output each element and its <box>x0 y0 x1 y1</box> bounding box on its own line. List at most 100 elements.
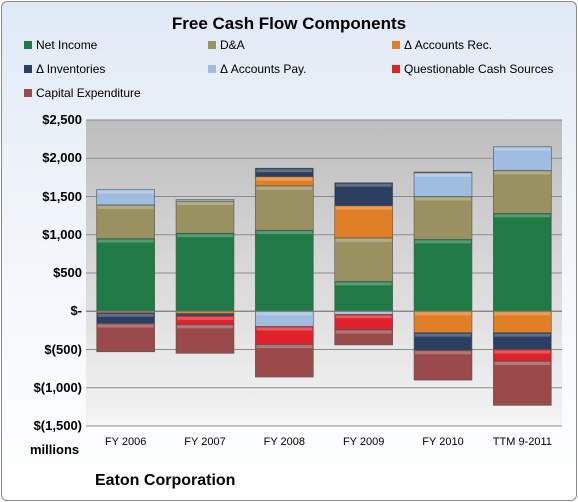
legend-label: Δ Accounts Pay. <box>220 62 307 76</box>
bar-highlight <box>335 315 392 319</box>
bar-highlight <box>494 350 551 354</box>
bar-segment <box>493 360 552 406</box>
y-tick-label: $2,000 <box>42 150 82 166</box>
legend-label: D&A <box>220 38 245 52</box>
legend-label: Capital Expenditure <box>36 86 141 100</box>
y-tick-label: $(1,000) <box>33 379 82 395</box>
x-tick-label: TTM 9-2011 <box>492 436 552 448</box>
legend-swatch <box>208 64 216 73</box>
bar-segment <box>493 146 552 171</box>
bar-segment <box>96 189 155 206</box>
legend-label: Questionable Cash Sources <box>404 62 554 76</box>
bar-highlight <box>177 234 233 238</box>
bar-segment <box>255 229 314 312</box>
bar-segment <box>334 182 393 206</box>
legend-item: Δ Accounts Pay. <box>208 62 307 76</box>
bar-segment <box>334 281 393 312</box>
bar-segment <box>413 196 473 240</box>
legend-swatch <box>24 64 32 73</box>
legend-swatch <box>24 40 32 49</box>
bar-segment <box>255 343 314 378</box>
bar-highlight <box>97 239 154 243</box>
bar-highlight <box>415 351 471 355</box>
bar-highlight <box>494 171 551 175</box>
bar-highlight <box>415 333 471 337</box>
bar-highlight <box>256 327 313 331</box>
bar-highlight <box>494 312 551 316</box>
bar-highlight <box>335 330 392 334</box>
y-tick-label: $2,500 <box>42 112 82 127</box>
bar-highlight <box>335 183 392 187</box>
bar-segment <box>255 185 314 231</box>
bar-highlight <box>494 333 551 337</box>
bar-highlight <box>177 202 233 206</box>
x-tick-label: FY 2006 <box>104 436 147 448</box>
y-tick-label: $(500) <box>44 341 82 357</box>
bar-highlight <box>256 231 313 235</box>
bar-segment <box>413 349 473 381</box>
x-tick-label: FY 2010 <box>422 436 464 448</box>
bar-highlight <box>494 361 551 365</box>
bar-highlight <box>256 345 313 349</box>
bar-segment <box>413 239 473 312</box>
legend-label: Δ Accounts Rec. <box>404 38 493 52</box>
bar-segment <box>255 167 314 177</box>
chart-title: Free Cash Flow Components <box>171 14 407 33</box>
bar-segment <box>334 237 393 282</box>
bar-segment <box>175 323 235 354</box>
bar-segment <box>493 213 552 312</box>
legend-item: Δ Inventories <box>24 62 105 76</box>
bar-highlight <box>177 325 233 329</box>
bar-segment <box>175 199 235 202</box>
bar-highlight <box>177 316 233 320</box>
bar-highlight <box>97 313 154 317</box>
x-tick-label: FY 2008 <box>263 436 306 448</box>
legend-item: D&A <box>208 38 245 52</box>
x-tick-label: FY 2009 <box>342 436 385 448</box>
y-tick-label: $1,500 <box>42 188 82 204</box>
legend-label: Net Income <box>36 38 98 52</box>
bar-segment <box>175 200 235 234</box>
legend-item: Capital Expenditure <box>24 86 141 100</box>
bar-highlight <box>335 282 392 286</box>
legend-swatch <box>208 40 216 49</box>
bar-highlight <box>415 197 471 201</box>
bar-highlight <box>97 205 154 209</box>
y-tick-label: $(1,500) <box>33 418 82 433</box>
bar-highlight <box>97 190 154 194</box>
legend-item: Net Income <box>24 38 97 52</box>
bar-segment <box>413 171 473 174</box>
bar-segment <box>96 204 155 239</box>
company-name: Eaton Corporation <box>95 472 236 489</box>
x-tick-label: FY 2007 <box>184 436 226 448</box>
bar-highlight <box>415 312 471 316</box>
y-tick-label: $500 <box>53 265 82 280</box>
bar-segment <box>96 238 155 312</box>
bar-segment <box>334 205 393 239</box>
bar-segment <box>96 323 155 353</box>
legend-swatch <box>24 88 32 97</box>
bar-highlight <box>494 147 551 151</box>
y-tick-label: $- <box>70 303 82 319</box>
bar-highlight <box>256 169 313 173</box>
bar-highlight <box>335 312 392 314</box>
bar-highlight <box>335 238 392 242</box>
bar-segment <box>493 170 552 214</box>
legend-label: Δ Inventories <box>36 62 106 76</box>
bar-segment <box>334 329 393 346</box>
bar-highlight <box>256 312 313 316</box>
bar-segment <box>175 232 235 312</box>
bar-highlight <box>415 173 471 177</box>
y-tick-label: $1,000 <box>42 226 82 242</box>
legend-swatch <box>392 64 400 73</box>
bar-highlight <box>494 214 551 218</box>
units-label: millions <box>30 442 80 457</box>
bar-highlight <box>97 324 154 328</box>
bar-highlight <box>415 240 471 244</box>
bar-highlight <box>256 177 313 181</box>
legend-item: Δ Accounts Rec. <box>392 38 492 52</box>
bar-highlight <box>256 186 313 190</box>
legend-item: Questionable Cash Sources <box>392 62 553 76</box>
legend-swatch <box>392 40 400 49</box>
